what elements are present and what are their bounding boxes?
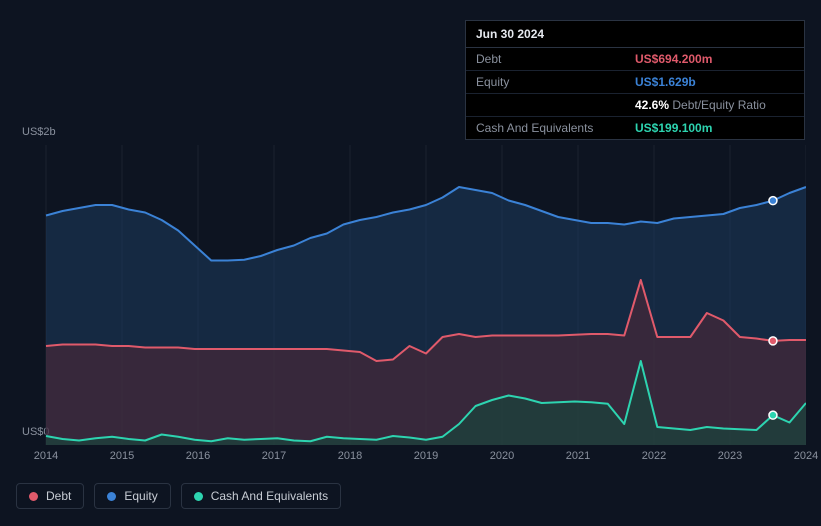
tooltip-row-label: Cash And Equivalents [476, 121, 635, 135]
tooltip-row-value: 42.6% Debt/Equity Ratio [635, 98, 794, 112]
tooltip-row-value: US$199.100m [635, 121, 794, 135]
tooltip-row: EquityUS$1.629b [466, 71, 804, 94]
legend-item[interactable]: Equity [94, 483, 170, 509]
x-axis: 2014 2015 2016 2017 2018 2019 2020 2021 2022 2023… [16, 450, 806, 466]
area-chart[interactable] [16, 145, 806, 445]
xaxis-tick: 2014 [34, 450, 58, 462]
xaxis-tick: 2023 [718, 450, 742, 462]
tooltip-row-value: US$694.200m [635, 52, 794, 66]
tooltip-row: DebtUS$694.200m [466, 48, 804, 71]
xaxis-tick: 2024 [794, 450, 818, 462]
xaxis-tick: 2017 [262, 450, 286, 462]
tooltip-row-label [476, 98, 635, 112]
xaxis-tick: 2019 [414, 450, 438, 462]
legend-item[interactable]: Debt [16, 483, 84, 509]
tooltip-row-label: Debt [476, 52, 635, 66]
tooltip-row: 42.6% Debt/Equity Ratio [466, 94, 804, 117]
legend-label: Debt [46, 489, 71, 503]
tooltip-row-note: Debt/Equity Ratio [669, 98, 766, 112]
tooltip-row-label: Equity [476, 75, 635, 89]
chart-container: Jun 30 2024 DebtUS$694.200mEquityUS$1.62… [0, 0, 821, 526]
legend-label: Cash And Equivalents [211, 489, 328, 503]
legend-dot-icon [29, 492, 38, 501]
legend-label: Equity [124, 489, 157, 503]
legend: Debt Equity Cash And Equivalents [16, 483, 341, 509]
xaxis-tick: 2016 [186, 450, 210, 462]
tooltip-date: Jun 30 2024 [466, 21, 804, 48]
xaxis-tick: 2022 [642, 450, 666, 462]
tooltip-row-value: US$1.629b [635, 75, 794, 89]
legend-item[interactable]: Cash And Equivalents [181, 483, 341, 509]
xaxis-tick: 2020 [490, 450, 514, 462]
hover-tooltip: Jun 30 2024 DebtUS$694.200mEquityUS$1.62… [465, 20, 805, 140]
xaxis-tick: 2021 [566, 450, 590, 462]
xaxis-tick: 2015 [110, 450, 134, 462]
tooltip-row: Cash And EquivalentsUS$199.100m [466, 117, 804, 139]
xaxis-tick: 2018 [338, 450, 362, 462]
legend-dot-icon [194, 492, 203, 501]
legend-dot-icon [107, 492, 116, 501]
yaxis-label-top: US$2b [22, 126, 56, 138]
